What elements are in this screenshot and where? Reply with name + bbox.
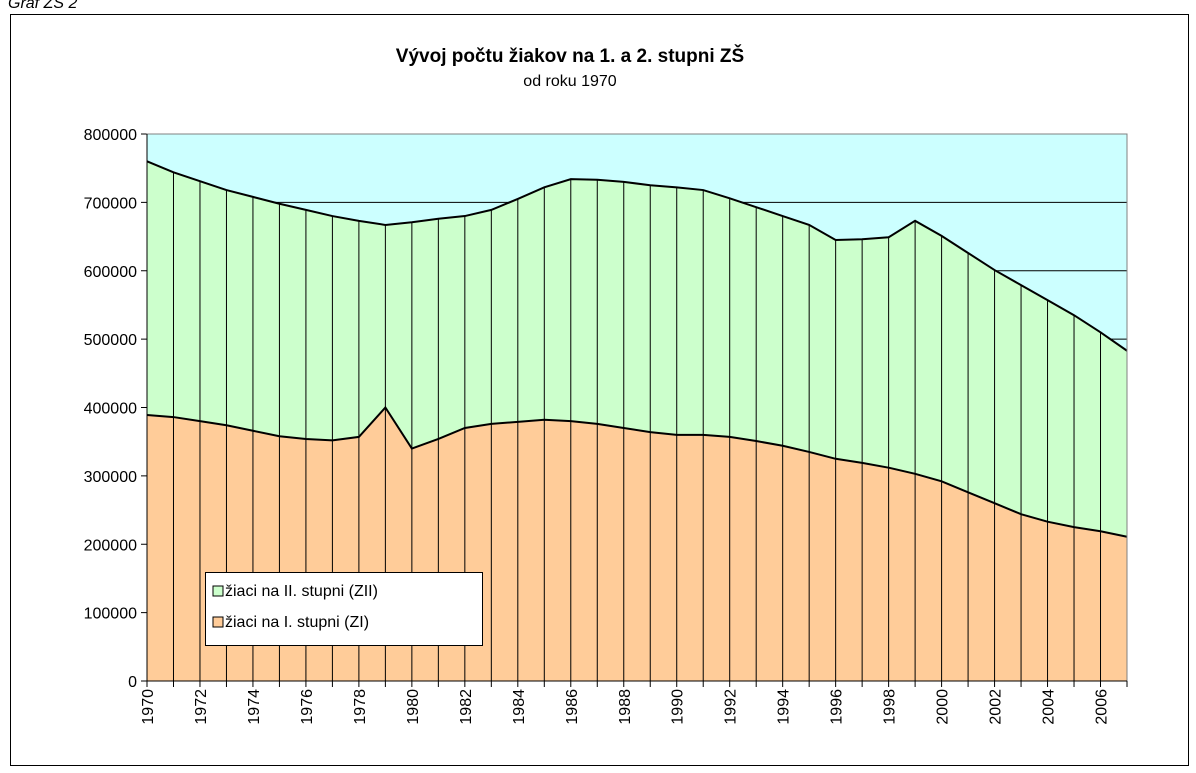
x-tick-label: 1994	[776, 689, 793, 725]
x-tick-label: 2002	[988, 689, 1005, 725]
legend-swatch	[212, 585, 224, 597]
x-tick-label: 1976	[299, 689, 316, 725]
chart-title: Vývoj počtu žiakov na 1. a 2. stupni ZŠ	[396, 45, 744, 67]
caption: Graf ZŠ 2	[8, 0, 77, 12]
y-tick-label: 500000	[84, 332, 137, 349]
legend-swatch	[212, 616, 224, 628]
x-tick-label: 1978	[352, 689, 369, 725]
y-tick-label: 200000	[84, 537, 137, 554]
x-tick-label: 1998	[882, 689, 899, 725]
y-tick-label: 0	[128, 674, 137, 691]
x-tick-label: 1990	[670, 689, 687, 725]
x-tick-label: 1986	[564, 689, 581, 725]
x-tick-label: 2006	[1094, 689, 1111, 725]
y-tick-label: 800000	[84, 127, 137, 144]
legend: žiaci na II. stupni (ZII) žiaci na I. stu…	[205, 572, 483, 646]
x-tick-label: 1970	[140, 689, 157, 725]
legend-box	[205, 572, 483, 646]
series-outline	[146, 160, 1128, 352]
x-tick-label: 1980	[405, 689, 422, 725]
x-tick-label: 1972	[193, 689, 210, 725]
y-tick-label: 700000	[84, 195, 137, 212]
y-tick-label: 400000	[84, 401, 137, 418]
y-tick-label: 100000	[84, 606, 137, 623]
x-tick-label: 2000	[935, 689, 952, 725]
x-tick-label: 1996	[829, 689, 846, 725]
x-tick-label: 1974	[246, 689, 263, 725]
x-tick-label: 2004	[1041, 689, 1058, 725]
series-outline	[146, 405, 1128, 538]
x-tick-label: 1982	[458, 689, 475, 725]
x-tick-label: 1984	[511, 689, 528, 725]
legend-label: žiaci na I. stupni (ZI)	[225, 614, 369, 631]
x-tick-label: 1988	[617, 689, 634, 725]
chart-subtitle: od roku 1970	[523, 73, 617, 90]
legend-label: žiaci na II. stupni (ZII)	[225, 583, 378, 600]
y-tick-label: 300000	[84, 469, 137, 486]
y-tick-label: 600000	[84, 264, 137, 281]
x-tick-label: 1992	[723, 689, 740, 725]
